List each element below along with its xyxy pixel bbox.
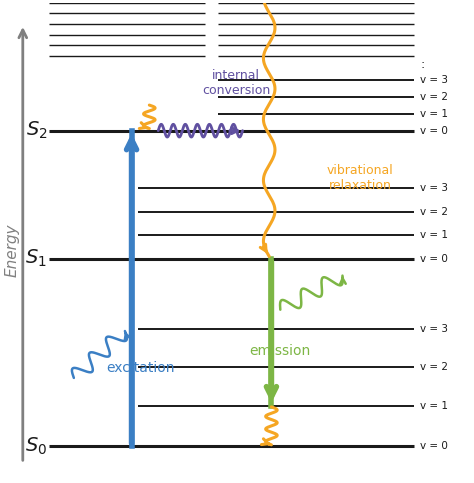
Text: excitation: excitation — [106, 361, 175, 375]
Text: vibrational
relaxation: vibrational relaxation — [327, 164, 393, 192]
Text: v = 2: v = 2 — [420, 362, 448, 372]
Text: Energy: Energy — [4, 223, 19, 277]
Text: emission: emission — [250, 344, 311, 358]
Text: $S_2$: $S_2$ — [26, 120, 47, 142]
Text: v = 3: v = 3 — [420, 183, 448, 193]
Text: $S_1$: $S_1$ — [26, 248, 47, 269]
Text: :: : — [420, 58, 424, 71]
Text: v = 1: v = 1 — [420, 109, 448, 119]
Text: $S_0$: $S_0$ — [25, 436, 47, 457]
Text: v = 3: v = 3 — [420, 324, 448, 334]
Text: v = 2: v = 2 — [420, 92, 448, 101]
Text: v = 0: v = 0 — [420, 441, 448, 451]
Text: v = 1: v = 1 — [420, 400, 448, 411]
Text: v = 0: v = 0 — [420, 254, 448, 264]
Text: v = 0: v = 0 — [420, 126, 448, 136]
Text: v = 1: v = 1 — [420, 230, 448, 240]
Text: v = 2: v = 2 — [420, 207, 448, 217]
Text: internal
conversion: internal conversion — [202, 69, 270, 97]
Text: v = 3: v = 3 — [420, 74, 448, 85]
